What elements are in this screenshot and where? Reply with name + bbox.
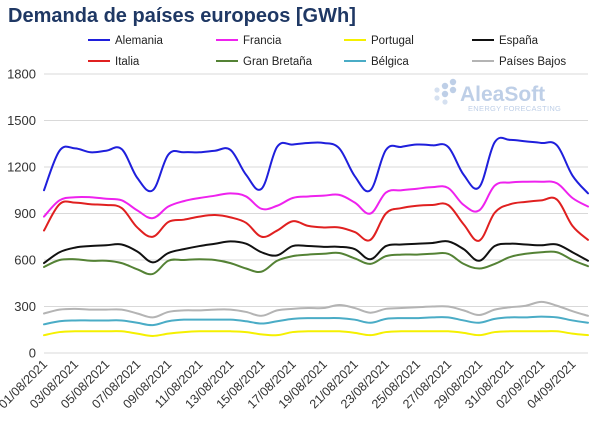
series-lines — [43, 136, 589, 337]
series-line-paises-bajos — [43, 300, 589, 319]
legend: Alemania Francia Portugal España Italia Gran … — [88, 35, 566, 68]
chart-title: Demanda de países europeos [GWh] — [8, 5, 356, 27]
y-tick-label: 1200 — [7, 160, 36, 175]
series-line-espana — [43, 240, 589, 265]
series-line-portugal — [43, 330, 589, 337]
legend-label-alemania: Alemania — [115, 35, 164, 47]
y-axis-ticks: 0 300 600 900 1200 1500 1800 — [7, 67, 36, 361]
legend-label-gran-bretana: Gran Bretaña — [243, 56, 313, 68]
watermark-brand: AleaSoft — [460, 83, 545, 106]
legend-label-francia: Francia — [243, 35, 282, 47]
series-line-alemania — [43, 136, 589, 195]
series-line-gran-bretana — [43, 250, 589, 276]
grid-lines — [44, 73, 588, 354]
y-tick-label: 0 — [29, 346, 36, 361]
series-line-italia — [43, 196, 589, 242]
aleasoft-logo-icon — [434, 78, 457, 105]
series-line-belgica — [43, 315, 589, 327]
aleasoft-watermark: AleaSoft ENERGY FORECASTING — [434, 78, 561, 113]
y-tick-label: 300 — [14, 299, 36, 314]
series-line-francia — [43, 180, 589, 220]
y-tick-label: 1500 — [7, 113, 36, 128]
legend-label-espana: España — [499, 35, 539, 47]
legend-label-paises-bajos: Países Bajos — [499, 56, 566, 68]
legend-label-portugal: Portugal — [371, 35, 414, 47]
legend-label-italia: Italia — [115, 56, 140, 68]
legend-label-belgica: Bélgica — [371, 56, 409, 68]
y-tick-label: 900 — [14, 206, 36, 221]
y-tick-label: 1800 — [7, 67, 36, 82]
watermark-tagline: ENERGY FORECASTING — [468, 104, 561, 113]
x-axis-ticks: 01/08/202103/08/202105/08/202107/08/2021… — [0, 357, 579, 411]
y-tick-label: 600 — [14, 253, 36, 268]
